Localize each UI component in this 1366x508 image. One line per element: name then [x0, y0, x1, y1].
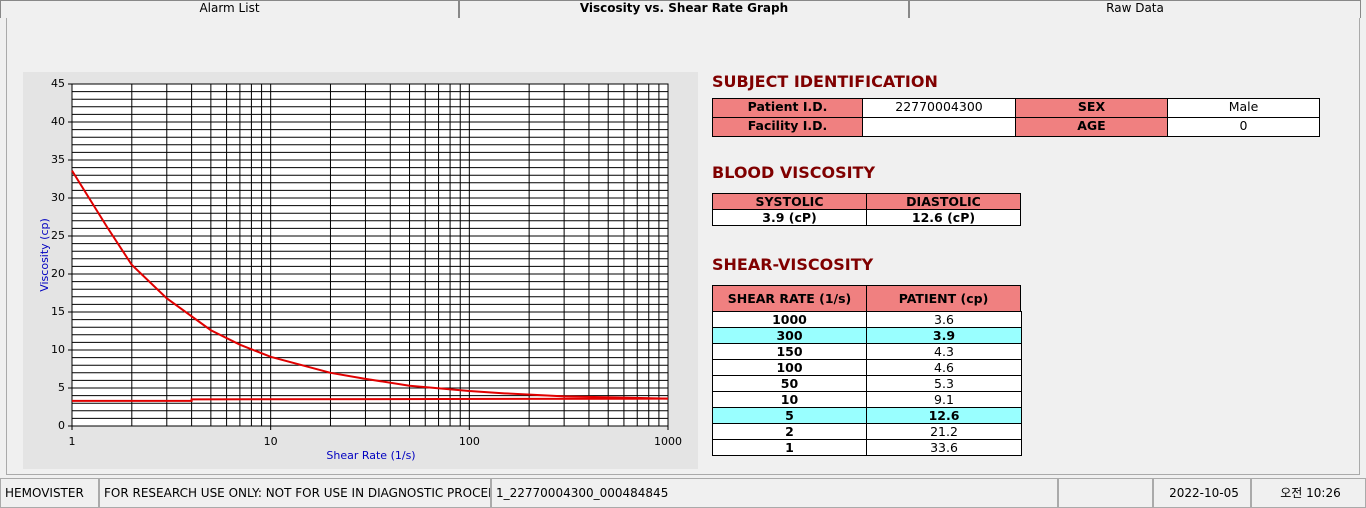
field-label: Patient I.D. — [712, 98, 863, 118]
x-axis-label: Shear Rate (1/s) — [326, 449, 415, 462]
cell: 4.6 — [866, 359, 1022, 376]
cell: 5 — [712, 407, 867, 424]
y-tick-label: 10 — [51, 343, 65, 356]
column-header: PATIENT (cp) — [866, 285, 1021, 312]
field-value — [862, 117, 1016, 137]
y-tick-label: 5 — [58, 381, 65, 394]
cell: 100 — [712, 359, 867, 376]
plot-area — [72, 84, 668, 426]
section-title: BLOOD VISCOSITY — [712, 163, 876, 182]
field-label: Facility I.D. — [712, 117, 863, 137]
cell: 1000 — [712, 311, 867, 328]
cell: 3.6 — [866, 311, 1022, 328]
field-value: 0 — [1167, 117, 1320, 137]
cell: 4.3 — [866, 343, 1022, 360]
field-value: 22770004300 — [862, 98, 1016, 118]
section-title: SUBJECT IDENTIFICATION — [712, 72, 938, 91]
y-tick-label: 30 — [51, 191, 65, 204]
y-tick-label: 25 — [51, 229, 65, 242]
tab[interactable]: Raw Data — [909, 0, 1361, 18]
cell: 2 — [712, 423, 867, 440]
cell: 3.9 (cP) — [712, 209, 867, 226]
y-tick-label: 35 — [51, 153, 65, 166]
field-label: AGE — [1015, 117, 1168, 137]
cell: 300 — [712, 327, 867, 344]
y-tick-label: 15 — [51, 305, 65, 318]
data-line — [71, 170, 669, 400]
y-tick-label: 45 — [51, 77, 65, 90]
data-line — [72, 397, 669, 402]
field-label: SEX — [1015, 98, 1168, 118]
x-tick-label: 1000 — [654, 435, 682, 448]
column-header: SYSTOLIC — [712, 193, 867, 210]
cell: 12.6 — [866, 407, 1022, 424]
status-cell: HEMOVISTER — [0, 478, 99, 508]
field-value: Male — [1167, 98, 1320, 118]
x-tick-label: 10 — [264, 435, 278, 448]
cell: 10 — [712, 391, 867, 408]
status-cell: FOR RESEARCH USE ONLY: NOT FOR USE IN DI… — [99, 478, 491, 508]
y-tick-label: 40 — [51, 115, 65, 128]
tab[interactable]: Viscosity vs. Shear Rate Graph — [459, 0, 909, 18]
y-axis-label: Viscosity (cp) — [38, 218, 51, 292]
section-title: SHEAR-VISCOSITY — [712, 255, 874, 274]
tab[interactable]: Alarm List — [0, 0, 459, 18]
cell: 1 — [712, 439, 867, 456]
cell: 9.1 — [866, 391, 1022, 408]
cell: 150 — [712, 343, 867, 360]
cell: 33.6 — [866, 439, 1022, 456]
cell: 3.9 — [866, 327, 1022, 344]
y-tick-label: 0 — [58, 419, 65, 432]
cell: 5.3 — [866, 375, 1022, 392]
plot-frame — [71, 83, 669, 427]
cell: 50 — [712, 375, 867, 392]
tab-page — [6, 17, 1360, 475]
y-tick-label: 20 — [51, 267, 65, 280]
status-cell: 1_22770004300_000484845 — [491, 478, 1058, 508]
cell: 21.2 — [866, 423, 1022, 440]
x-tick-label: 100 — [459, 435, 480, 448]
column-header: SHEAR RATE (1/s) — [712, 285, 867, 312]
x-tick-label: 1 — [69, 435, 76, 448]
status-cell — [1058, 478, 1153, 508]
column-header: DIASTOLIC — [866, 193, 1021, 210]
cell: 12.6 (cP) — [866, 209, 1021, 226]
chart: Shear Rate (1/s) Viscosity (cp) 0 5 10 15 20… — [23, 72, 698, 469]
status-cell: 오전 10:26 — [1251, 478, 1366, 508]
status-cell: 2022-10-05 — [1153, 478, 1251, 508]
